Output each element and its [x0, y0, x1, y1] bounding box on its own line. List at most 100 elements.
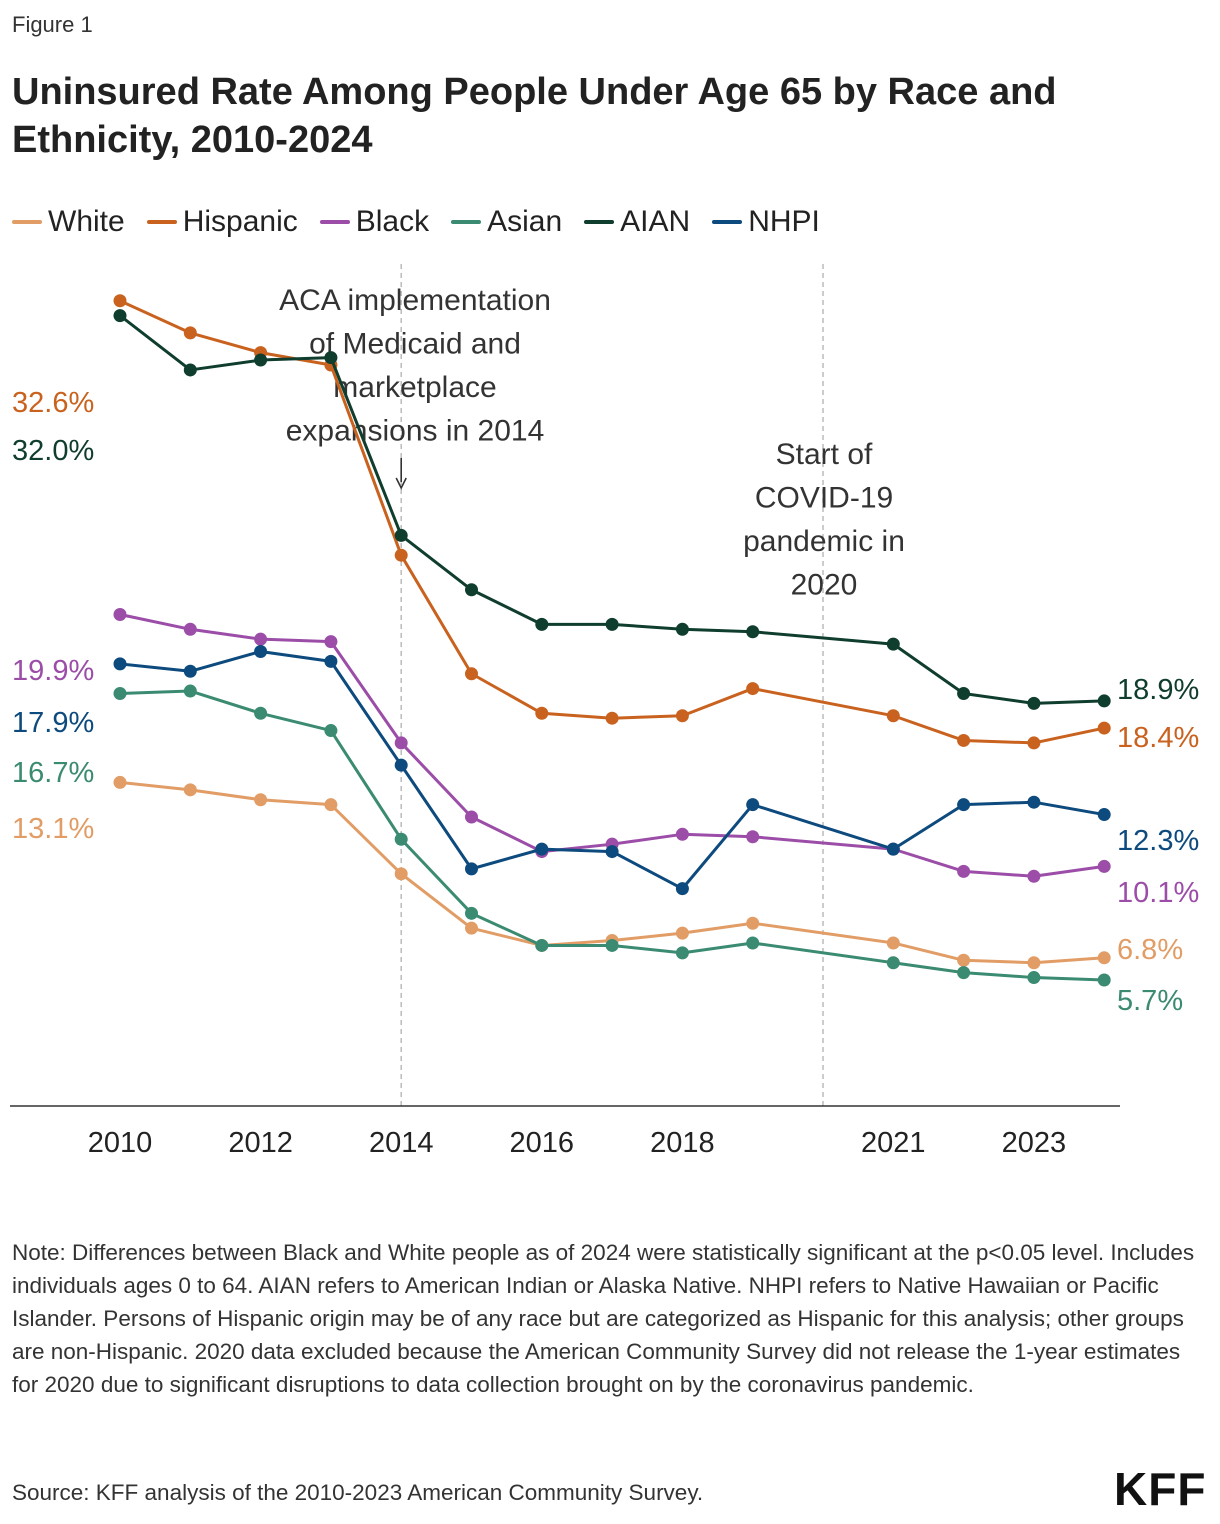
point-hispanic-2022: [957, 733, 971, 747]
x-tick-label-2018: 2018: [650, 1127, 715, 1159]
series-white: [113, 775, 1111, 970]
legend-label-hispanic: Hispanic: [182, 205, 298, 238]
point-aian-2014: [394, 528, 408, 542]
point-asian-2018: [675, 946, 689, 960]
point-asian-2024: [1097, 973, 1111, 987]
legend-label-black: Black: [355, 205, 430, 238]
x-tick-label-2010: 2010: [88, 1127, 153, 1159]
point-white-2023: [1027, 956, 1041, 970]
annotation-arrow-head: [395, 477, 407, 490]
legend-item-hispanic: Hispanic: [146, 205, 298, 239]
point-black-2011: [183, 622, 197, 636]
value-label-layer: 13.1% 6.8% 32.6% 18.4% 19.9% 10.1% 16.7% 5.7% 32…: [12, 387, 1199, 1017]
legend-item-black: Black: [319, 205, 430, 239]
point-black-2019: [746, 830, 760, 844]
series-line-white: [119, 780, 1105, 965]
legend-swatch-white: [12, 220, 42, 224]
point-asian-2010: [113, 687, 127, 701]
point-nhpi-2011: [183, 664, 197, 678]
point-black-2015: [465, 810, 478, 824]
point-white-2010: [113, 775, 127, 789]
point-aian-2019: [746, 625, 760, 639]
point-nhpi-2018: [675, 882, 689, 896]
point-aian-2021: [886, 637, 900, 651]
point-nhpi-2019: [746, 798, 760, 812]
point-hispanic-2023: [1027, 736, 1041, 750]
point-aian-2013: [324, 351, 338, 365]
start-label-white: 13.1%: [12, 813, 94, 845]
point-nhpi-2023: [1027, 795, 1041, 809]
point-aian-2024: [1097, 694, 1111, 708]
x-axis: 2010 2012 2014 2016 2018 2021 2023: [10, 1105, 1120, 1159]
x-tick-label-2023: 2023: [1002, 1127, 1067, 1159]
series-line-nhpi: [119, 650, 1105, 891]
point-black-2022: [957, 864, 971, 878]
series-layer: [113, 294, 1111, 987]
x-tick-label-2014: 2014: [369, 1127, 434, 1159]
point-black-2012: [254, 632, 268, 646]
legend-swatch-black: [319, 220, 350, 224]
point-asian-2021: [886, 956, 900, 970]
point-aian-2022: [957, 687, 971, 701]
start-label-asian: 16.7%: [12, 757, 94, 789]
point-white-2022: [957, 953, 971, 967]
point-asian-2012: [254, 706, 268, 720]
point-hispanic-2021: [886, 709, 900, 723]
legend-item-aian: AIAN: [584, 205, 690, 239]
legend-item-white: White: [12, 205, 125, 239]
legend-item-asian: Asian: [451, 205, 562, 239]
point-hispanic-2016: [535, 706, 549, 720]
point-aian-2010: [113, 309, 127, 323]
annotation-text-2020: Start of COVID-19 pandemic in 2020: [743, 438, 905, 602]
point-nhpi-2016: [535, 842, 549, 856]
point-hispanic-2024: [1097, 721, 1111, 735]
end-label-asian: 5.7%: [1117, 985, 1183, 1017]
point-white-2024: [1097, 951, 1111, 965]
kff-logo: KFF: [1114, 1463, 1207, 1515]
chart-legend: White Hispanic Black Asian AIAN NHPI: [12, 202, 842, 242]
point-asian-2022: [957, 966, 971, 980]
point-hispanic-2014: [394, 548, 408, 562]
point-nhpi-2010: [113, 657, 127, 671]
point-asian-2019: [746, 936, 760, 950]
series-line-hispanic: [119, 299, 1105, 745]
point-hispanic-2017: [605, 711, 619, 725]
end-label-white: 6.8%: [1117, 934, 1183, 966]
point-asian-2015: [465, 906, 478, 920]
legend-swatch-asian: [451, 220, 482, 224]
point-aian-2015: [465, 583, 478, 597]
legend-label-white: White: [48, 205, 125, 238]
point-nhpi-2014: [394, 758, 408, 772]
point-aian-2012: [254, 353, 268, 367]
series-line-black: [119, 613, 1105, 878]
series-hispanic: [113, 294, 1111, 750]
x-tick-label-2021: 2021: [861, 1127, 926, 1159]
start-label-hispanic: 32.6%: [12, 387, 94, 419]
point-black-2010: [113, 607, 127, 621]
point-black-2013: [324, 635, 338, 649]
point-aian-2018: [675, 622, 689, 636]
point-white-2013: [324, 798, 338, 812]
chart-note: Note: Differences between Black and Whit…: [12, 1240, 1195, 1397]
legend-item-nhpi: NHPI: [712, 205, 820, 239]
start-label-nhpi: 17.9%: [12, 707, 94, 739]
point-black-2014: [394, 736, 408, 750]
start-label-black: 19.9%: [12, 655, 94, 687]
point-nhpi-2024: [1097, 808, 1111, 822]
legend-swatch-nhpi: [712, 220, 743, 224]
point-nhpi-2022: [957, 798, 971, 812]
point-hispanic-2010: [113, 294, 127, 308]
point-aian-2011: [183, 363, 197, 377]
legend-swatch-hispanic: [146, 220, 177, 224]
point-white-2015: [465, 921, 478, 935]
chart-source: Source: KFF analysis of the 2010-2023 Am…: [12, 1480, 704, 1505]
point-asian-2017: [605, 938, 619, 952]
point-asian-2013: [324, 724, 338, 738]
line-chart: ACA implementation of Medicaid and marketp…: [10, 264, 1199, 1159]
chart-title: Uninsured Rate Among People Under Age 65…: [12, 71, 1057, 161]
legend-swatch-aian: [584, 220, 615, 224]
legend-label-aian: AIAN: [620, 205, 691, 238]
point-asian-2011: [183, 684, 197, 698]
series-line-asian: [119, 689, 1105, 982]
point-white-2018: [675, 926, 689, 940]
